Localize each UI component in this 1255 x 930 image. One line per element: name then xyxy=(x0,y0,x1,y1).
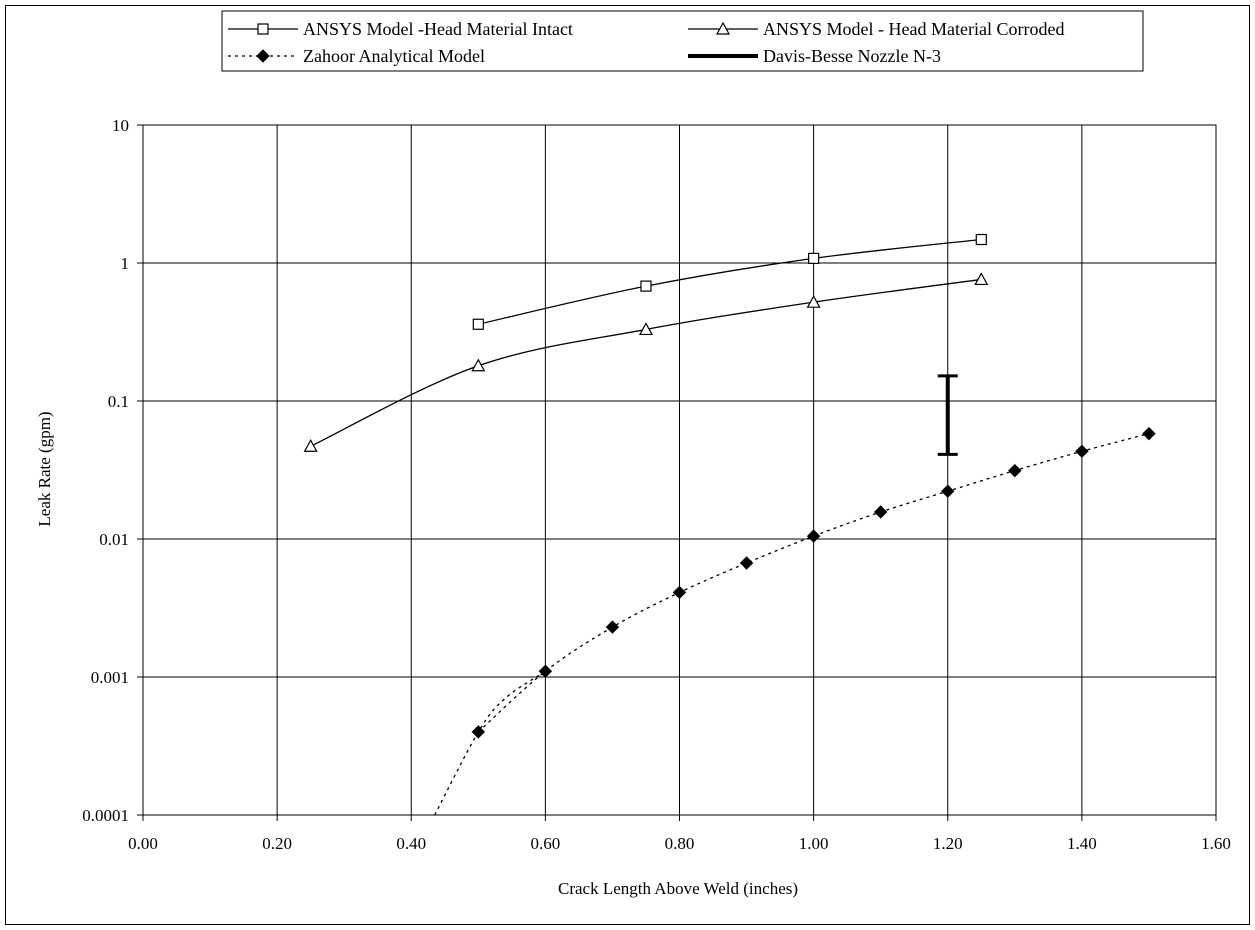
legend-item-3: Davis-Besse Nozzle N-3 xyxy=(688,46,941,66)
data-point xyxy=(806,294,821,308)
x-axis-title: Crack Length Above Weld (inches) xyxy=(558,879,798,898)
data-point xyxy=(672,585,687,600)
y-tick-label: 0.01 xyxy=(99,530,129,549)
y-tick-label: 0.001 xyxy=(91,668,129,687)
data-point xyxy=(1142,426,1156,441)
data-point xyxy=(975,233,987,246)
x-tick-label: 0.00 xyxy=(128,834,158,853)
legend-label: ANSYS Model -Head Material Intact xyxy=(303,19,573,39)
series-1 xyxy=(303,272,989,452)
x-tick-label: 0.20 xyxy=(262,834,292,853)
legend-marker xyxy=(715,21,731,35)
y-tick-label: 0.1 xyxy=(108,392,129,411)
data-point xyxy=(472,318,484,330)
legend-label: ANSYS Model - Head Material Corroded xyxy=(763,19,1064,39)
x-tick-label: 1.40 xyxy=(1067,834,1097,853)
legend-item-2: Zahoor Analytical Model xyxy=(228,46,485,66)
series-3 xyxy=(937,374,958,456)
data-point xyxy=(806,529,821,543)
y-tick-label: 1 xyxy=(121,254,130,273)
legend-marker xyxy=(257,23,269,35)
data-point xyxy=(941,484,955,498)
y-tick-label: 10 xyxy=(112,116,129,135)
y-axis-title: Leak Rate (gpm) xyxy=(35,411,54,526)
x-tick-label: 1.20 xyxy=(933,834,963,853)
legend-box xyxy=(221,10,1144,72)
data-point xyxy=(640,280,652,292)
data-point xyxy=(808,252,820,264)
data-point xyxy=(739,556,754,570)
data-point xyxy=(538,664,553,678)
x-tick-label: 1.00 xyxy=(799,834,829,853)
data-point xyxy=(303,438,318,452)
series-line xyxy=(477,433,1150,733)
series-line xyxy=(478,238,982,325)
x-tick-label: 0.80 xyxy=(665,834,695,853)
x-tick-label: 0.40 xyxy=(396,834,426,853)
series-2 xyxy=(434,426,1156,816)
chart-frame xyxy=(5,5,1250,925)
legend-item-0: ANSYS Model -Head Material Intact xyxy=(228,19,573,39)
x-tick-label: 1.60 xyxy=(1201,834,1231,853)
series-line-extension xyxy=(434,670,546,816)
legend-label: Zahoor Analytical Model xyxy=(303,46,485,66)
legend-item-1: ANSYS Model - Head Material Corroded xyxy=(688,19,1064,39)
data-point xyxy=(471,358,486,372)
legend-marker xyxy=(256,49,270,63)
y-tick-label: 0.0001 xyxy=(82,806,129,825)
data-point xyxy=(873,505,888,519)
data-point xyxy=(638,322,653,336)
legend-label: Davis-Besse Nozzle N-3 xyxy=(763,46,941,66)
data-point xyxy=(1075,444,1089,459)
data-point xyxy=(974,272,989,286)
data-point xyxy=(605,620,620,634)
series-0 xyxy=(472,233,987,330)
data-point xyxy=(471,725,486,739)
x-tick-label: 0.60 xyxy=(531,834,561,853)
data-point xyxy=(1008,463,1022,478)
